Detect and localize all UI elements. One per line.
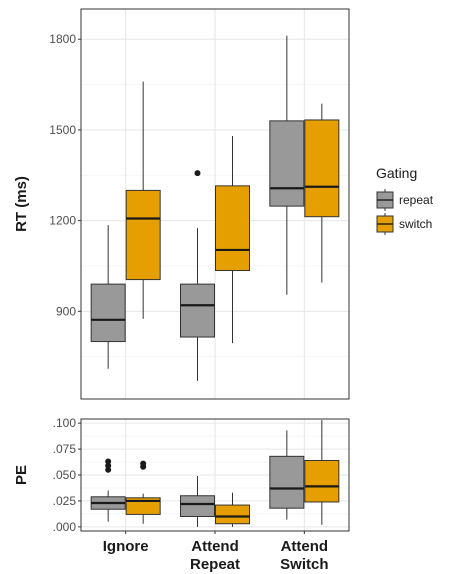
box-repeat-1 [180, 170, 215, 381]
x-category-label: Ignore [103, 538, 149, 555]
box-repeat-0 [90, 458, 126, 522]
legend-entry-switch: switch [376, 213, 432, 235]
x-category-label: Repeat [190, 556, 240, 573]
legend-entry-repeat: repeat [376, 189, 434, 211]
box-iqr [269, 120, 305, 207]
y-tick-label: .000 [53, 520, 77, 534]
y-tick-label: 900 [56, 304, 76, 318]
legend-entries: repeat switch [376, 189, 434, 235]
pe-boxes [90, 420, 340, 527]
box-iqr [90, 283, 126, 343]
box-switch-0 [125, 81, 161, 319]
x-category-label: Attend [191, 538, 239, 555]
rt-y-axis-title: RT (ms) [13, 176, 30, 232]
legend-entry-label: switch [399, 217, 432, 231]
x-category-label: Switch [280, 556, 328, 573]
rt-panel-frame [80, 8, 350, 400]
box-switch-2 [304, 103, 340, 283]
y-tick-label: 1500 [49, 123, 76, 137]
outlier-point [194, 170, 201, 177]
y-tick-label: .025 [53, 494, 77, 508]
outlier-point [105, 462, 112, 469]
rt-y-ticks: 900 1200 1500 1800 [49, 32, 81, 318]
box-switch-0 [125, 460, 161, 524]
box-iqr [180, 283, 215, 338]
outlier-point [140, 460, 147, 467]
legend-entry-label: repeat [399, 193, 434, 207]
y-tick-label: 1200 [49, 214, 76, 228]
x-category-label: Attend [281, 538, 329, 555]
box-iqr [304, 119, 340, 218]
box-repeat-0 [90, 225, 126, 369]
box-iqr [180, 495, 215, 517]
pe-y-ticks: .000 .025 .050 .075 .100 [53, 416, 81, 534]
box-repeat-2 [269, 35, 305, 295]
outlier-point [105, 466, 112, 473]
rt-panel: 900 1200 1500 1800 RT (ms) [13, 8, 350, 400]
pe-panel: .000 .025 .050 .075 .100 PE [13, 416, 350, 534]
box-repeat-1 [180, 476, 215, 527]
outlier-point [105, 458, 112, 465]
y-tick-label: .100 [53, 416, 77, 430]
box-iqr [269, 455, 305, 509]
y-tick-label: .075 [53, 442, 77, 456]
box-iqr [125, 189, 161, 281]
box-iqr [215, 185, 250, 272]
pe-y-axis-title: PE [13, 465, 30, 485]
box-iqr [215, 504, 250, 525]
legend-title: Gating [376, 165, 417, 181]
box-iqr [304, 459, 340, 503]
rt-boxes [90, 35, 340, 381]
y-tick-label: 1800 [49, 32, 76, 46]
box-repeat-2 [269, 430, 305, 520]
box-switch-1 [215, 135, 250, 344]
box-switch-1 [215, 492, 250, 527]
y-tick-label: .050 [53, 468, 77, 482]
legend: Gating repeat switch [376, 165, 434, 235]
box-switch-2 [304, 420, 340, 525]
